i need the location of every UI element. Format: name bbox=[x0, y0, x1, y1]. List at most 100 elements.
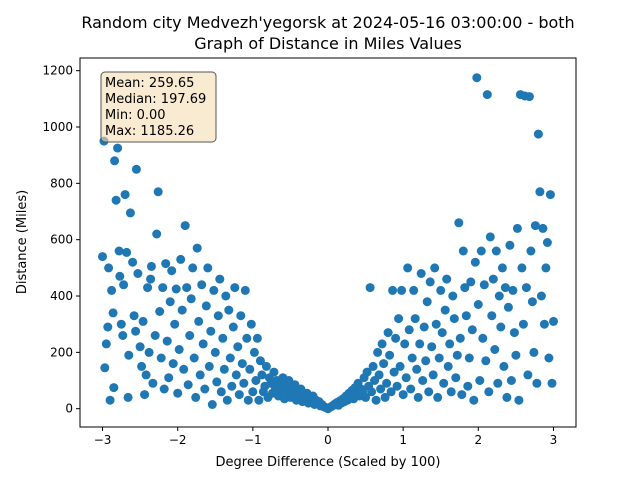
data-point bbox=[236, 311, 246, 321]
data-point bbox=[177, 305, 187, 315]
data-point bbox=[107, 285, 117, 295]
data-point bbox=[512, 223, 522, 233]
data-point bbox=[207, 400, 217, 409]
data-point bbox=[252, 333, 262, 343]
data-point bbox=[245, 364, 255, 374]
data-point bbox=[167, 266, 177, 276]
data-point bbox=[433, 392, 443, 402]
data-point bbox=[201, 301, 211, 311]
data-point bbox=[237, 359, 247, 369]
data-point bbox=[536, 291, 546, 301]
data-point bbox=[463, 381, 473, 391]
data-point bbox=[379, 359, 389, 369]
data-point bbox=[153, 187, 163, 197]
data-point bbox=[443, 361, 453, 371]
data-point bbox=[98, 252, 107, 262]
data-point bbox=[464, 353, 474, 363]
data-point bbox=[376, 384, 386, 394]
data-point bbox=[179, 364, 189, 374]
data-point bbox=[113, 143, 123, 153]
data-point bbox=[146, 274, 156, 284]
data-point bbox=[482, 90, 492, 100]
data-point bbox=[439, 378, 449, 388]
data-point bbox=[461, 311, 471, 321]
data-point bbox=[218, 333, 228, 343]
data-point bbox=[246, 319, 256, 329]
data-point bbox=[185, 331, 195, 340]
data-point bbox=[382, 378, 392, 388]
data-point bbox=[385, 350, 395, 360]
data-point bbox=[361, 392, 371, 402]
y-tick-label: 200 bbox=[50, 345, 73, 359]
data-point bbox=[128, 257, 138, 267]
data-point bbox=[404, 325, 414, 335]
data-point bbox=[478, 333, 488, 343]
data-point bbox=[212, 377, 222, 387]
data-point bbox=[394, 314, 404, 324]
data-point bbox=[481, 356, 491, 366]
data-point bbox=[222, 395, 232, 405]
data-point bbox=[148, 378, 158, 388]
data-point bbox=[192, 243, 202, 253]
data-point bbox=[545, 190, 555, 200]
data-point bbox=[527, 297, 537, 307]
data-point bbox=[215, 274, 225, 284]
data-point bbox=[144, 347, 154, 357]
data-point bbox=[491, 246, 501, 256]
data-point bbox=[233, 342, 243, 352]
data-point bbox=[391, 333, 401, 343]
data-point bbox=[403, 263, 413, 273]
data-point bbox=[446, 387, 456, 397]
y-axis-ticks: 0 200 400 600 800 1000 1200 bbox=[42, 64, 80, 416]
data-point bbox=[418, 376, 428, 385]
data-point bbox=[517, 263, 527, 273]
data-point bbox=[544, 353, 554, 363]
data-point bbox=[105, 395, 115, 405]
data-point bbox=[104, 263, 114, 273]
x-tick-label: 0 bbox=[324, 433, 332, 447]
data-point bbox=[419, 322, 429, 332]
data-point bbox=[125, 208, 135, 218]
data-point bbox=[509, 328, 519, 338]
data-point bbox=[524, 92, 534, 102]
data-point bbox=[530, 221, 540, 231]
plot-frame bbox=[79, 57, 577, 428]
x-axis-label: Degree Difference (Scaled by 100) bbox=[216, 455, 441, 470]
y-tick-label: 0 bbox=[65, 402, 73, 416]
data-point bbox=[392, 381, 402, 391]
scatter-points bbox=[98, 73, 558, 414]
data-point bbox=[146, 261, 156, 271]
chart-title-line-1: Random city Medvezh'yegorsk at 2024-05-1… bbox=[81, 13, 574, 32]
data-point bbox=[150, 331, 160, 340]
data-point bbox=[514, 395, 524, 405]
data-point bbox=[503, 302, 513, 312]
data-point bbox=[373, 347, 383, 357]
data-point bbox=[213, 311, 223, 321]
data-point bbox=[362, 367, 372, 377]
data-point bbox=[101, 339, 111, 349]
data-point bbox=[219, 364, 229, 374]
x-tick-label: −2 bbox=[169, 433, 187, 447]
data-point bbox=[476, 246, 486, 256]
y-tick-label: 1000 bbox=[42, 120, 73, 134]
data-point bbox=[365, 283, 375, 293]
data-point bbox=[197, 280, 207, 290]
data-point bbox=[415, 339, 425, 349]
data-point bbox=[188, 263, 198, 273]
data-point bbox=[111, 195, 121, 205]
data-point bbox=[434, 353, 444, 363]
x-tick-label: −1 bbox=[244, 433, 262, 447]
data-point bbox=[452, 350, 462, 360]
data-point bbox=[493, 378, 503, 388]
data-point bbox=[119, 280, 129, 290]
data-point bbox=[116, 319, 126, 329]
data-point bbox=[131, 164, 141, 174]
data-point bbox=[257, 370, 267, 380]
data-point bbox=[497, 263, 507, 273]
data-point bbox=[538, 223, 548, 233]
data-point bbox=[200, 384, 210, 394]
data-point bbox=[487, 311, 497, 321]
data-point bbox=[388, 285, 398, 295]
data-point bbox=[410, 314, 420, 324]
data-point bbox=[234, 390, 244, 400]
